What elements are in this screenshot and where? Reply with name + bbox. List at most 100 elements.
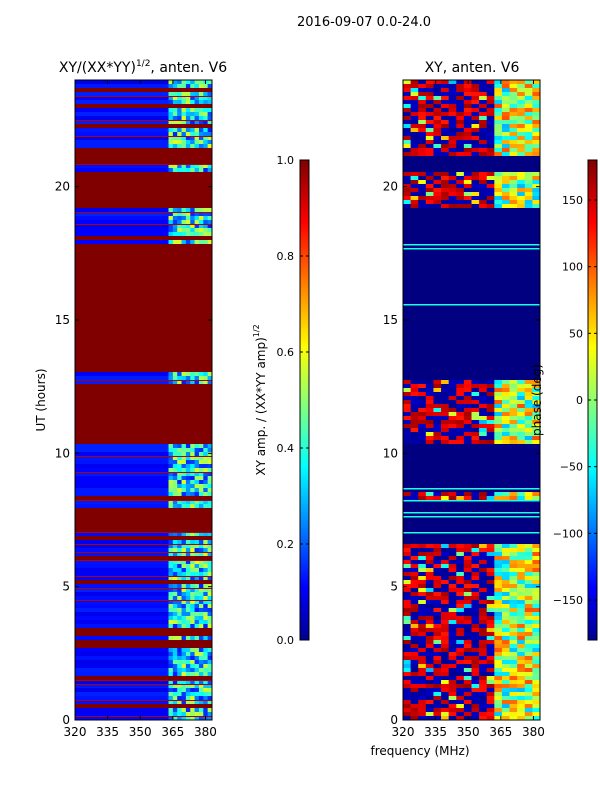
phase-cell [471, 604, 480, 609]
amp-bright-cell [177, 480, 182, 485]
phase-cell [494, 580, 503, 585]
phase-cell [494, 92, 503, 97]
phase-cell [463, 692, 472, 697]
amp-bright-cell [190, 636, 195, 641]
phase-cell [532, 204, 541, 209]
phase-cell [501, 552, 510, 557]
amp-bright-cell [185, 380, 191, 385]
phase-cell [471, 172, 480, 177]
phase-cell [441, 132, 449, 137]
amp-bright-cell [177, 624, 182, 629]
phase-cell [501, 608, 510, 613]
phase-cell [418, 656, 427, 661]
phase-cell [471, 624, 480, 629]
amp-bright-cell [185, 600, 191, 605]
amp-bright-cell [185, 532, 191, 537]
amp-flag-line [75, 684, 212, 685]
phase-cell [471, 108, 480, 113]
phase-cell [479, 132, 488, 137]
phase-cell [463, 600, 472, 605]
amp-bright-cell [181, 600, 187, 605]
phase-cell [471, 600, 480, 605]
amplitude-ratio-panel: XY/(XX*YY)1/2, anten. V6 320 335 350 365 380… [34, 59, 227, 739]
amp-bright-cell [172, 664, 178, 669]
amp-bright-cell [172, 132, 178, 137]
phase-cell [471, 92, 480, 97]
phase-cell [486, 140, 495, 145]
phase-cell [403, 428, 411, 433]
phase-cell [433, 176, 442, 181]
amp-bright-cell [207, 112, 213, 117]
phase-cell [448, 612, 457, 617]
phase-cell [448, 660, 457, 665]
phase-cell [532, 696, 541, 701]
phase-cell [509, 644, 518, 649]
phase-cell [410, 412, 419, 417]
phase-cell [479, 380, 488, 385]
amp-cell [75, 240, 212, 245]
phase-cell [425, 568, 434, 573]
amp-bright-cell [172, 564, 178, 569]
amp-bright-cell [168, 700, 174, 705]
phase-cell [463, 184, 472, 189]
phase-cell [463, 604, 472, 609]
amp-flag-cell [75, 512, 212, 517]
amp-bright-cell [172, 696, 178, 701]
phase-cell [456, 88, 465, 93]
amp-bright-cell [198, 656, 204, 661]
phase-cell [524, 676, 533, 681]
amp-bright-cell [185, 544, 191, 549]
phase-cell [410, 676, 419, 681]
amp-bright-cell [198, 588, 204, 593]
phase-cell [410, 176, 419, 181]
phase-cell [471, 660, 480, 665]
phase-cell [532, 608, 541, 613]
amp-bright-cell [172, 544, 178, 549]
amp-bright-cell [185, 572, 191, 577]
amp-flag-cell [75, 292, 212, 297]
amp-bright-cell [198, 228, 204, 233]
phase-cell [403, 188, 411, 193]
phase-cell [532, 660, 541, 665]
phase-cell [403, 176, 411, 181]
phase-cell [448, 192, 457, 197]
amp-flag-cell [75, 156, 212, 161]
phase-cell [501, 440, 510, 445]
phase-cell [509, 100, 518, 105]
amp-bright-cell [181, 456, 187, 461]
amp-bright-cell [194, 228, 200, 233]
amp-bright-cell [181, 672, 187, 677]
amp-bright-cell [185, 444, 191, 449]
phase-cell [456, 172, 465, 177]
phase-flag-cell [403, 468, 540, 473]
phase-flag-cell [403, 240, 540, 245]
amp-bright-cell [207, 664, 213, 669]
phase-cell [456, 396, 465, 401]
phase-cell [433, 596, 442, 601]
phase-flag-cell [403, 472, 540, 477]
phase-cell [501, 648, 510, 653]
phase-cell [494, 612, 503, 617]
phase-cell [524, 108, 533, 113]
phase-cell [479, 84, 488, 89]
amp-bright-cell [207, 460, 213, 465]
phase-cell [494, 140, 503, 145]
phase-cell [517, 660, 526, 665]
phase-cell [448, 184, 457, 189]
phase-cell [517, 196, 526, 201]
amp-bright-cell [190, 456, 195, 461]
phase-cell [403, 604, 411, 609]
phase-cell [517, 380, 526, 385]
amp-bright-cell [168, 656, 174, 661]
phase-cell [448, 100, 457, 105]
amp-bright-cell [181, 652, 187, 657]
phase-cell [471, 560, 480, 565]
phase-cell [509, 388, 518, 393]
phase-cell [403, 696, 411, 701]
amp-bright-cell [168, 552, 174, 557]
phase-cell [418, 648, 427, 653]
phase-cell [479, 704, 488, 709]
phase-cell [479, 128, 488, 133]
phase-cell [524, 92, 533, 97]
amp-bright-cell [203, 692, 208, 697]
